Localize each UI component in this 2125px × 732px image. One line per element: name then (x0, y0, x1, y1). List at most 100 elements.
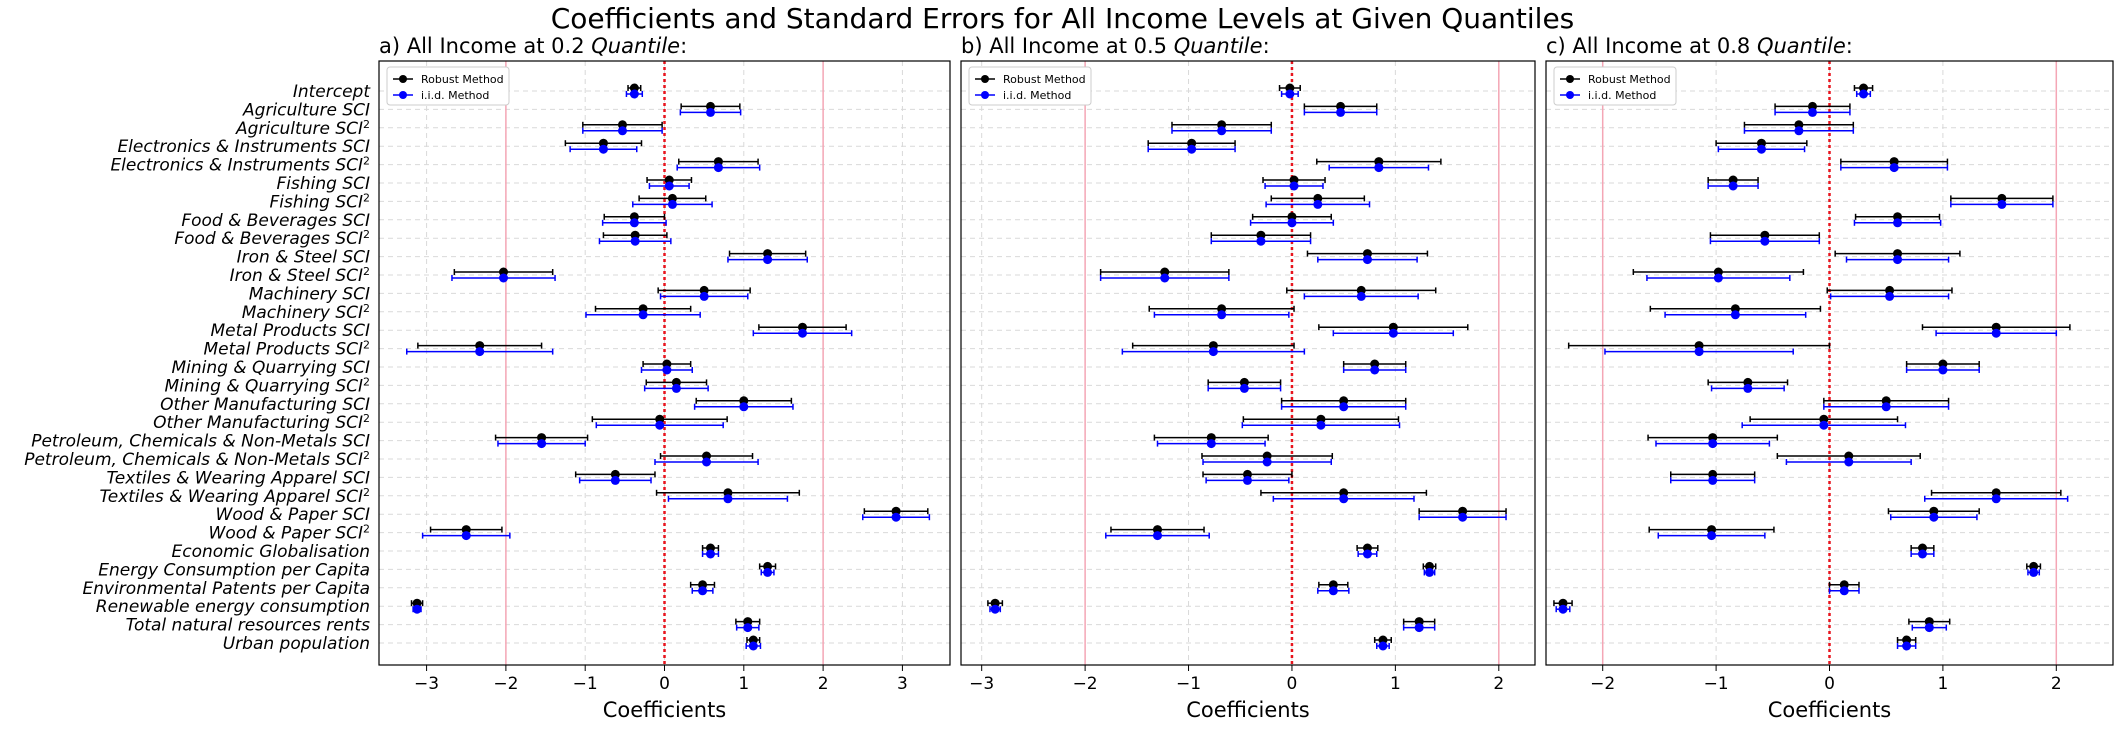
estimate-point (629, 218, 639, 228)
estimate-point (1893, 255, 1903, 265)
estimate-point (475, 347, 485, 357)
estimate-point (1743, 383, 1753, 393)
category-label: Metal Products SCI2 (204, 338, 371, 360)
estimate-point (1708, 475, 1718, 485)
x-tick-label: 0 (659, 674, 670, 694)
estimate-point (1336, 107, 1346, 117)
estimate-point (1756, 144, 1766, 154)
category-label: Electronics & Instruments SCI (117, 137, 370, 157)
estimate-point (1991, 328, 2001, 338)
estimate-point (655, 420, 665, 430)
x-tick-label: 2 (818, 674, 829, 694)
estimate-point (1839, 586, 1849, 596)
category-label: Fishing SCI (277, 174, 371, 194)
estimate-point (671, 383, 681, 393)
category-label: Other Manufacturing SCI (160, 395, 370, 415)
estimate-point (1917, 549, 1927, 559)
x-tick-label: −2 (1073, 674, 1098, 694)
estimate-point (763, 255, 773, 265)
x-axis-label: Coefficients (603, 698, 727, 722)
legend-marker (981, 91, 989, 99)
estimate-point (667, 199, 677, 209)
estimate-point (743, 623, 753, 633)
category-label: Iron & Steel SCI2 (230, 265, 370, 287)
category-label: Total natural resources rents (126, 616, 370, 636)
estimate-point (1285, 89, 1295, 99)
estimate-point (763, 567, 773, 577)
estimate-point (1374, 163, 1384, 173)
legend-label: Robust Method (1588, 73, 1671, 86)
legend-marker (399, 91, 407, 99)
x-tick-label: 1 (1390, 674, 1401, 694)
estimate-point (1362, 255, 1372, 265)
x-tick-label: −3 (969, 674, 994, 694)
legend-label: Robust Method (1003, 73, 1086, 86)
estimate-point (1262, 457, 1272, 467)
estimate-point (537, 439, 547, 449)
estimate-point (1356, 291, 1366, 301)
category-label: Wood & Paper SCI2 (209, 522, 370, 544)
x-tick-label: 2 (1493, 674, 1504, 694)
estimate-point (1819, 420, 1829, 430)
estimate-point (598, 144, 608, 154)
estimate-point (1187, 144, 1197, 154)
estimate-point (713, 163, 723, 173)
estimate-point (1160, 273, 1170, 283)
legend-label: i.i.d. Method (1588, 89, 1656, 102)
x-tick-label: −1 (573, 674, 598, 694)
estimate-point (1902, 641, 1912, 651)
estimate-point (698, 586, 708, 596)
chart-panel-2: −3 −2 −1 0 1 2 Coefficients b) All Income at 0.… (960, 34, 1536, 722)
x-tick-label: 0 (1824, 674, 1835, 694)
estimate-point (702, 457, 712, 467)
panel-label: c) All Income at 0.8 Quantile: (1546, 34, 1853, 58)
estimate-point (1425, 567, 1435, 577)
plot-area (961, 61, 1535, 665)
estimate-point (1313, 199, 1323, 209)
estimate-point (1208, 347, 1218, 357)
category-label: Textiles & Wearing Apparel SCI2 (99, 485, 370, 507)
estimate-point (705, 107, 715, 117)
x-tick-label: 1 (1937, 674, 1948, 694)
category-label: Machinery SCI2 (242, 301, 370, 323)
estimate-point (1206, 439, 1216, 449)
estimate-point (797, 328, 807, 338)
x-axis-label: Coefficients (1768, 698, 1892, 722)
estimate-point (1929, 512, 1939, 522)
legend-box (1553, 66, 1677, 106)
estimate-point (1558, 604, 1568, 614)
estimate-point (1881, 402, 1891, 412)
estimate-point (412, 604, 422, 614)
estimate-point (1728, 181, 1738, 191)
estimate-point (1859, 89, 1869, 99)
chart-title: Coefficients and Standard Errors for All… (550, 2, 1575, 35)
estimate-point (2029, 567, 2039, 577)
estimate-point (891, 512, 901, 522)
legend-label: i.i.d. Method (421, 89, 489, 102)
category-label: Renewable energy consumption (96, 597, 370, 617)
estimate-point (699, 291, 709, 301)
estimate-point (1370, 365, 1380, 375)
estimate-point (990, 604, 1000, 614)
legend-marker (1566, 91, 1574, 99)
chart-panel-1: −3 −2 −1 0 1 2 3 Coefficients a) All Income at 0… (378, 34, 951, 722)
estimate-point (1708, 439, 1718, 449)
x-tick-label: −2 (1590, 674, 1615, 694)
estimate-point (1328, 586, 1338, 596)
panel-label: b) All Income at 0.5 Quantile: (961, 34, 1270, 58)
estimate-point (629, 89, 639, 99)
legend-label: Robust Method (421, 73, 504, 86)
estimate-point (1339, 402, 1349, 412)
x-tick-label: 2 (2051, 674, 2062, 694)
category-label: Textiles & Wearing Apparel SCI (106, 468, 370, 488)
estimate-point (1362, 549, 1372, 559)
estimate-point (1287, 218, 1297, 228)
legend-marker (399, 75, 407, 83)
estimate-point (630, 236, 640, 246)
x-tick-label: 0 (1287, 674, 1298, 694)
estimate-point (638, 310, 648, 320)
x-tick-label: −2 (493, 674, 518, 694)
estimate-point (1694, 347, 1704, 357)
category-label: Iron & Steel SCI (237, 248, 370, 268)
panel-label: a) All Income at 0.2 Quantile: (379, 34, 687, 58)
